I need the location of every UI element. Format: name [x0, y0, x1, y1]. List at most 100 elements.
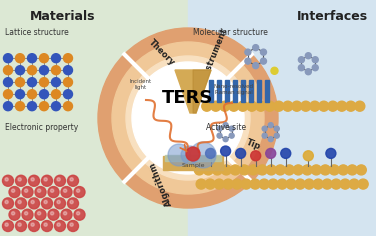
- Circle shape: [52, 78, 61, 87]
- Circle shape: [250, 179, 260, 189]
- Circle shape: [57, 223, 60, 226]
- Circle shape: [319, 101, 329, 111]
- Circle shape: [31, 178, 34, 181]
- Text: Active site: Active site: [206, 123, 246, 132]
- Circle shape: [301, 101, 311, 111]
- Circle shape: [212, 165, 222, 175]
- Circle shape: [337, 101, 347, 111]
- Circle shape: [347, 165, 357, 175]
- Circle shape: [68, 175, 79, 186]
- Circle shape: [5, 223, 8, 226]
- Bar: [256, 80, 261, 102]
- Bar: [233, 80, 237, 102]
- Circle shape: [259, 179, 269, 189]
- Bar: [241, 80, 244, 102]
- Circle shape: [304, 179, 314, 189]
- Circle shape: [55, 220, 65, 232]
- Circle shape: [349, 179, 359, 189]
- Circle shape: [274, 126, 279, 131]
- Bar: [249, 80, 253, 102]
- Circle shape: [268, 123, 273, 128]
- Circle shape: [112, 42, 264, 194]
- Circle shape: [64, 102, 73, 111]
- Circle shape: [256, 101, 266, 111]
- Circle shape: [271, 67, 278, 74]
- Circle shape: [320, 165, 330, 175]
- Circle shape: [190, 142, 216, 168]
- Circle shape: [24, 189, 28, 192]
- Circle shape: [302, 165, 312, 175]
- Circle shape: [202, 101, 212, 111]
- Circle shape: [230, 165, 240, 175]
- Circle shape: [64, 212, 67, 215]
- Circle shape: [322, 179, 332, 189]
- Text: Lattice structure: Lattice structure: [5, 28, 69, 37]
- Circle shape: [132, 62, 244, 174]
- Circle shape: [217, 126, 222, 131]
- Circle shape: [39, 78, 49, 87]
- Circle shape: [15, 175, 26, 186]
- Circle shape: [277, 179, 287, 189]
- Circle shape: [27, 90, 36, 99]
- Circle shape: [5, 200, 8, 204]
- Circle shape: [223, 137, 228, 142]
- Circle shape: [326, 148, 336, 158]
- Circle shape: [248, 165, 258, 175]
- Circle shape: [52, 102, 61, 111]
- Circle shape: [310, 101, 320, 111]
- Circle shape: [229, 101, 239, 111]
- Circle shape: [18, 223, 21, 226]
- Circle shape: [44, 178, 47, 181]
- Circle shape: [305, 69, 311, 75]
- Circle shape: [305, 53, 311, 59]
- Circle shape: [196, 179, 206, 189]
- Circle shape: [48, 209, 59, 220]
- Circle shape: [50, 212, 54, 215]
- Circle shape: [313, 179, 323, 189]
- Circle shape: [39, 102, 49, 111]
- Circle shape: [295, 179, 305, 189]
- Circle shape: [29, 175, 39, 186]
- Circle shape: [346, 101, 356, 111]
- Circle shape: [5, 178, 8, 181]
- Circle shape: [194, 165, 204, 175]
- Circle shape: [229, 126, 234, 131]
- Circle shape: [274, 101, 284, 111]
- Circle shape: [266, 165, 276, 175]
- Circle shape: [29, 198, 39, 209]
- Circle shape: [44, 200, 47, 204]
- Circle shape: [55, 198, 65, 209]
- Circle shape: [3, 220, 14, 232]
- Circle shape: [245, 49, 251, 55]
- Circle shape: [52, 54, 61, 63]
- Circle shape: [283, 101, 293, 111]
- Text: Instrument: Instrument: [200, 26, 229, 78]
- Circle shape: [24, 212, 28, 215]
- Circle shape: [303, 151, 313, 161]
- Text: Materials: Materials: [30, 10, 96, 23]
- Circle shape: [181, 146, 199, 164]
- Bar: [224, 80, 229, 102]
- Circle shape: [70, 223, 73, 226]
- Circle shape: [356, 165, 366, 175]
- Circle shape: [340, 179, 350, 189]
- Circle shape: [39, 66, 49, 75]
- Circle shape: [3, 54, 12, 63]
- Text: Incident
light: Incident light: [130, 79, 152, 90]
- Circle shape: [3, 78, 12, 87]
- Circle shape: [29, 220, 39, 232]
- Circle shape: [3, 90, 12, 99]
- Circle shape: [311, 165, 321, 175]
- Circle shape: [15, 102, 24, 111]
- Circle shape: [253, 45, 259, 51]
- Circle shape: [262, 133, 267, 138]
- Circle shape: [245, 58, 251, 64]
- Bar: [165, 155, 221, 161]
- Circle shape: [27, 102, 36, 111]
- Circle shape: [41, 198, 53, 209]
- Circle shape: [299, 57, 305, 63]
- Circle shape: [9, 187, 20, 198]
- Circle shape: [15, 198, 26, 209]
- Circle shape: [61, 187, 72, 198]
- Text: Sample: Sample: [181, 163, 205, 168]
